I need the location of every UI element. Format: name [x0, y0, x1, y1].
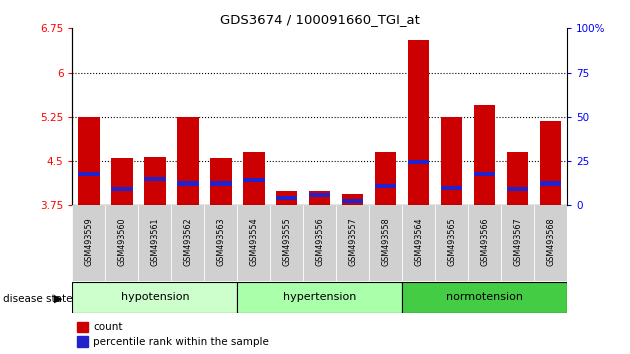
Text: GSM493559: GSM493559 — [84, 217, 93, 266]
Bar — [441, 185, 462, 190]
Text: normotension: normotension — [446, 292, 523, 302]
Bar — [402, 282, 567, 313]
Bar — [474, 105, 495, 205]
Bar — [474, 172, 495, 176]
Bar — [276, 190, 297, 205]
Bar — [238, 282, 402, 313]
Bar — [507, 187, 529, 192]
Bar — [139, 205, 171, 281]
Text: GSM493560: GSM493560 — [117, 218, 127, 266]
Text: percentile rank within the sample: percentile rank within the sample — [93, 337, 269, 347]
Text: disease state: disease state — [3, 294, 72, 304]
Bar — [408, 40, 430, 205]
Bar — [77, 322, 88, 332]
Bar — [111, 158, 133, 205]
Text: GSM493564: GSM493564 — [414, 218, 423, 266]
Bar — [375, 184, 396, 188]
Bar — [111, 187, 133, 192]
Bar — [177, 117, 198, 205]
Bar — [210, 158, 232, 205]
Bar — [243, 178, 265, 182]
Text: hypotension: hypotension — [120, 292, 189, 302]
Bar — [210, 181, 232, 185]
Bar — [105, 205, 139, 281]
Bar — [375, 152, 396, 205]
Text: GSM493557: GSM493557 — [348, 217, 357, 266]
Bar — [303, 205, 336, 281]
Text: GSM493561: GSM493561 — [151, 218, 159, 266]
Bar — [435, 205, 468, 281]
Bar — [534, 205, 567, 281]
Text: GSM493566: GSM493566 — [480, 218, 489, 266]
Bar — [468, 205, 501, 281]
Bar — [72, 282, 238, 313]
Text: GSM493554: GSM493554 — [249, 218, 258, 266]
Text: hypertension: hypertension — [283, 292, 357, 302]
Bar — [309, 193, 331, 198]
Bar — [336, 205, 369, 281]
Bar — [342, 199, 364, 202]
Bar — [243, 152, 265, 205]
Bar — [270, 205, 303, 281]
Text: GSM493558: GSM493558 — [381, 218, 390, 266]
Bar — [171, 205, 204, 281]
Bar — [77, 336, 88, 347]
Text: GSM493563: GSM493563 — [216, 218, 226, 266]
Bar — [342, 194, 364, 205]
Bar — [276, 196, 297, 200]
Text: GSM493567: GSM493567 — [513, 218, 522, 266]
Text: GSM493568: GSM493568 — [546, 218, 555, 266]
Bar — [402, 205, 435, 281]
Bar — [78, 117, 100, 205]
Text: GSM493556: GSM493556 — [315, 218, 324, 266]
Bar — [204, 205, 238, 281]
Bar — [369, 205, 402, 281]
Text: GSM493555: GSM493555 — [282, 217, 291, 266]
Bar — [540, 181, 561, 185]
Bar — [309, 190, 331, 205]
Text: GSM493565: GSM493565 — [447, 218, 456, 266]
Bar — [540, 121, 561, 205]
Bar — [501, 205, 534, 281]
Bar — [507, 152, 529, 205]
Bar — [144, 157, 166, 205]
Title: GDS3674 / 100091660_TGI_at: GDS3674 / 100091660_TGI_at — [220, 13, 420, 26]
Bar — [177, 181, 198, 185]
Bar — [408, 160, 430, 164]
Bar — [78, 172, 100, 176]
Bar — [144, 177, 166, 181]
Bar — [238, 205, 270, 281]
Bar — [441, 117, 462, 205]
Text: GSM493562: GSM493562 — [183, 218, 192, 266]
Bar — [72, 205, 105, 281]
Text: ▶: ▶ — [54, 294, 62, 304]
Text: count: count — [93, 322, 123, 332]
